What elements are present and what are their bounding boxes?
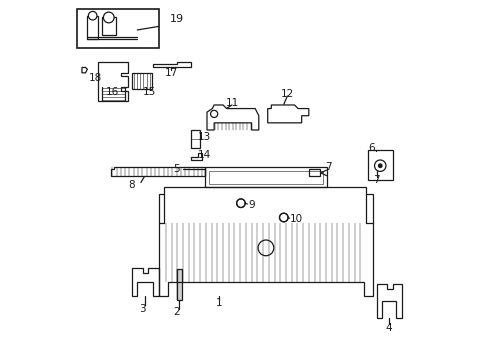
- Text: 6: 6: [367, 143, 374, 153]
- Circle shape: [378, 164, 381, 167]
- Text: 18: 18: [88, 73, 102, 83]
- Text: 5: 5: [173, 164, 180, 174]
- Text: 7: 7: [373, 175, 379, 185]
- Circle shape: [103, 12, 114, 23]
- Bar: [208, 171, 323, 184]
- Text: 3: 3: [139, 303, 146, 314]
- Text: 12: 12: [280, 89, 293, 99]
- Text: 11: 11: [225, 98, 238, 108]
- Text: 19: 19: [169, 14, 183, 24]
- Circle shape: [88, 12, 97, 20]
- Text: 17: 17: [164, 68, 178, 78]
- Text: 2: 2: [173, 307, 180, 317]
- Text: 8: 8: [128, 180, 135, 190]
- Bar: [77, 9, 159, 48]
- Polygon shape: [87, 16, 98, 39]
- Polygon shape: [102, 18, 116, 35]
- Bar: [205, 167, 326, 187]
- Circle shape: [374, 160, 385, 171]
- Text: 4: 4: [385, 323, 392, 333]
- Text: 16: 16: [105, 87, 119, 98]
- Text: 15: 15: [143, 87, 156, 98]
- Text: 7: 7: [325, 162, 331, 172]
- Text: 10: 10: [290, 214, 303, 224]
- Text: 13: 13: [197, 132, 210, 142]
- Bar: [367, 150, 392, 180]
- Text: 9: 9: [247, 200, 254, 210]
- Text: 14: 14: [197, 150, 210, 160]
- Text: 1: 1: [216, 298, 223, 308]
